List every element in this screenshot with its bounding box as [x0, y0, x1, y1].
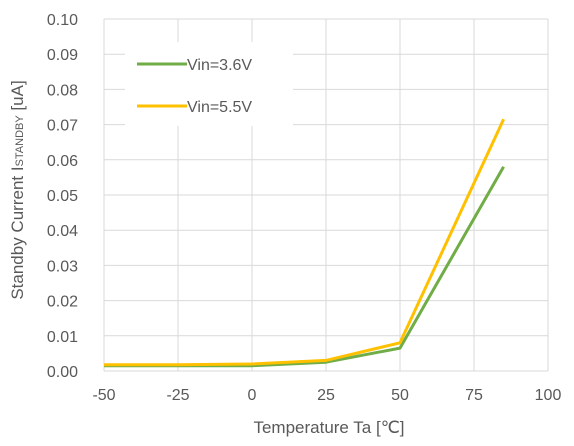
y-axis-title-subscript: STANDBY — [14, 115, 26, 167]
x-tick-label: 100 — [535, 387, 562, 404]
y-tick-label: 0.01 — [47, 329, 78, 346]
y-tick-label: 0.10 — [47, 12, 78, 29]
y-axis-title-unit: [uA] — [8, 80, 27, 115]
series-line-2 — [104, 118, 505, 367]
axes: 0.00 0.01 0.02 0.03 0.04 0.05 0.06 0.07 0.08 0.09… — [47, 12, 562, 404]
y-tick-label: 0.00 — [47, 364, 78, 381]
y-tick-label: 0.06 — [47, 153, 78, 170]
y-tick-label: 0.05 — [47, 188, 78, 205]
grid-lines — [103, 18, 549, 372]
x-tick-label: 75 — [465, 387, 483, 404]
y-tick-label: 0.04 — [47, 223, 78, 240]
x-tick-label: -50 — [92, 387, 115, 404]
x-axis-title: Temperature Ta [℃] — [253, 418, 404, 437]
axis-labels: Temperature Ta [℃] Standby Current ISTAN… — [8, 80, 405, 437]
y-axis-title: Standby Current ISTANDBY [uA] — [8, 80, 27, 299]
legend-background — [125, 42, 293, 126]
x-tick-label: 25 — [317, 387, 335, 404]
x-tick-label: 0 — [248, 387, 257, 404]
y-tick-label: 0.02 — [47, 294, 78, 311]
legend-label: Vin=3.6V — [187, 57, 252, 74]
legend: Vin=3.6V Vin=5.5V — [125, 42, 293, 126]
y-tick-label: 0.03 — [47, 258, 78, 275]
x-tick-label: 50 — [391, 387, 409, 404]
series-lines — [104, 118, 505, 368]
y-tick-label: 0.08 — [47, 82, 78, 99]
y-tick-label: 0.07 — [47, 118, 78, 135]
x-tick-label: -25 — [166, 387, 189, 404]
legend-label: Vin=5.5V — [187, 99, 252, 116]
y-axis-title-main: Standby Current I — [8, 166, 27, 299]
y-tick-label: 0.09 — [47, 47, 78, 64]
